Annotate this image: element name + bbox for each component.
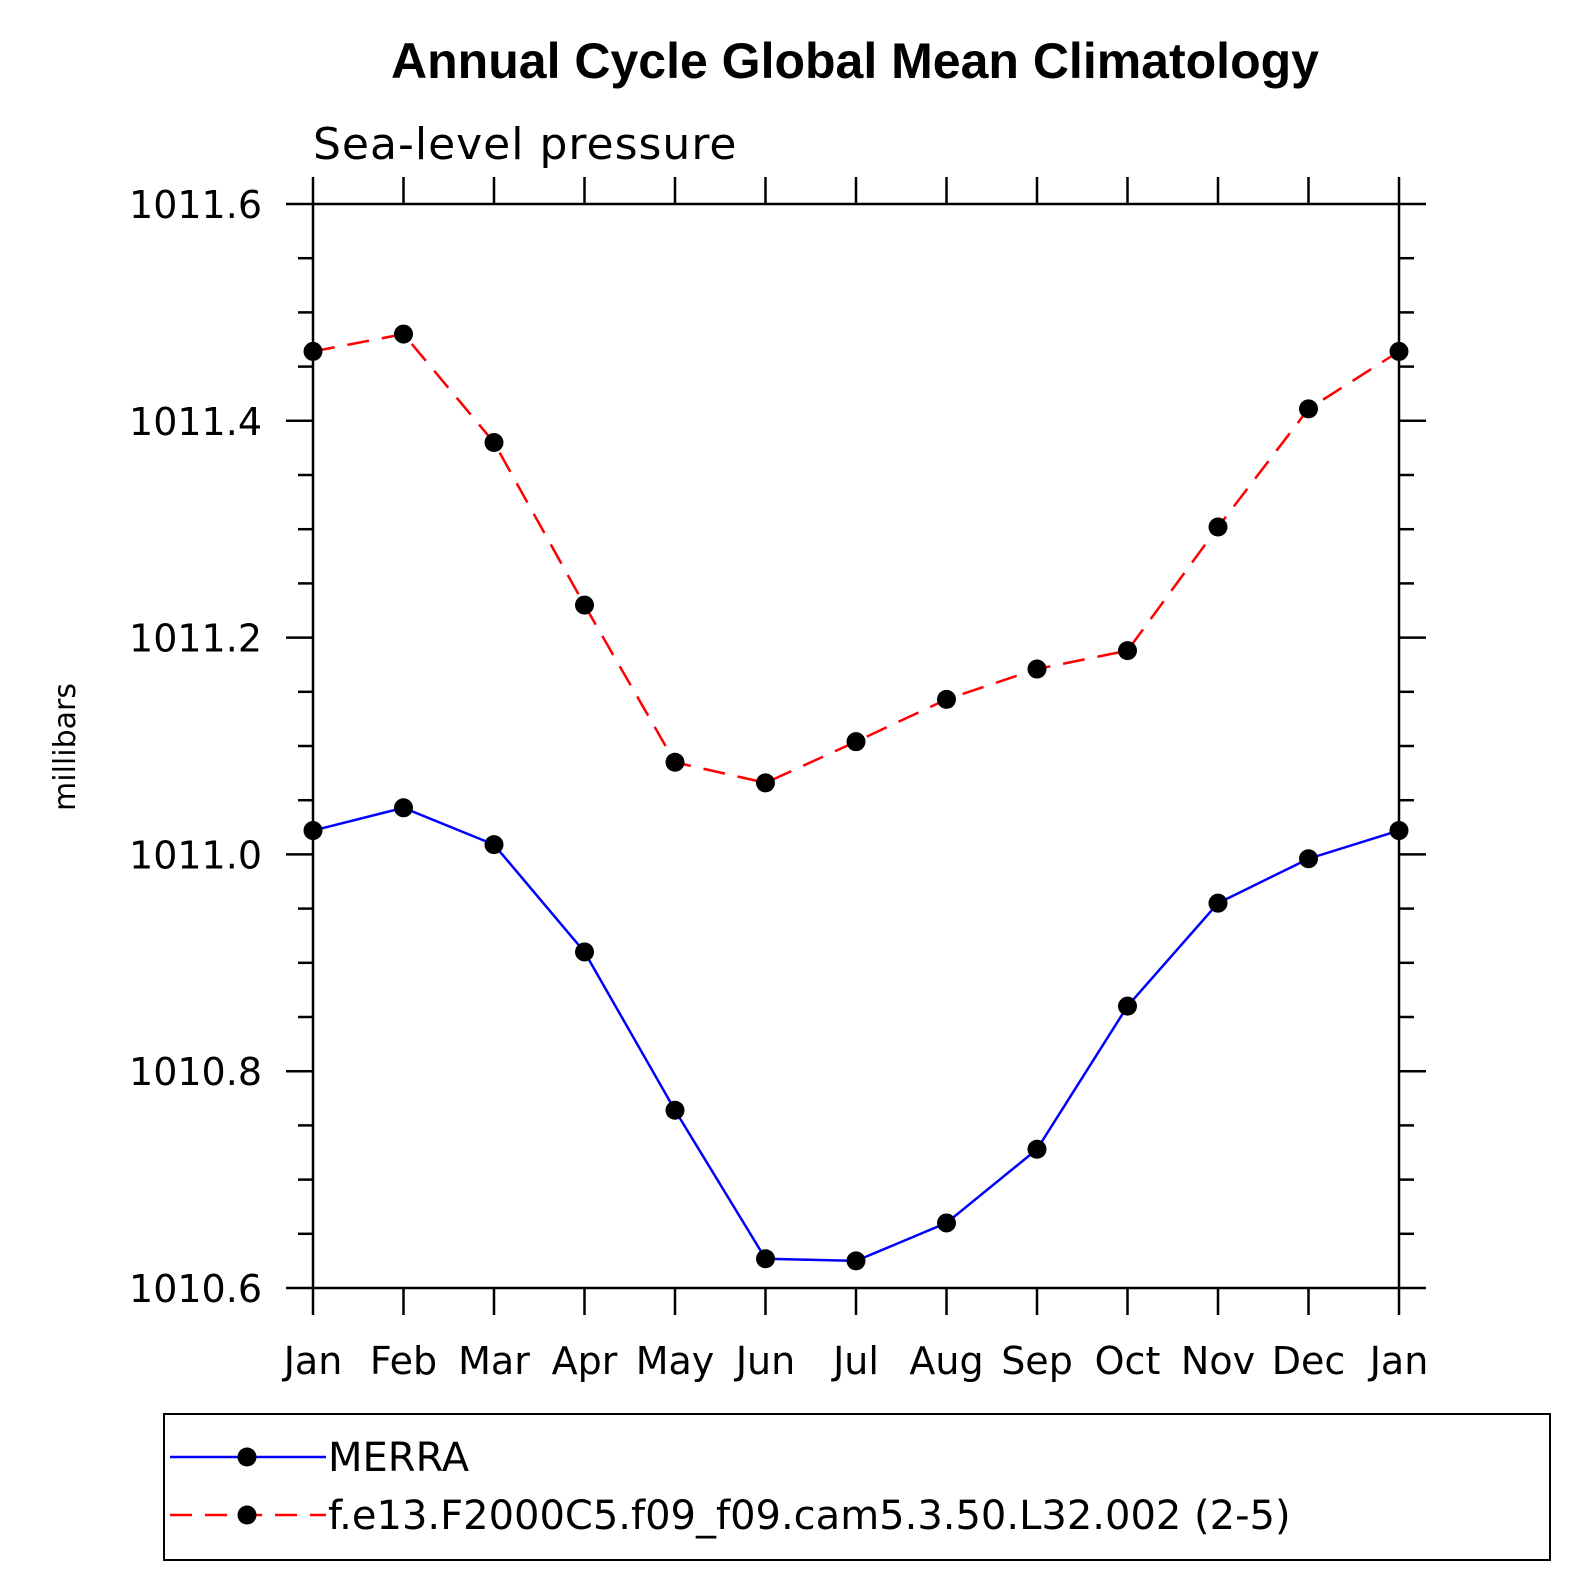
plot-markers [303, 324, 1409, 1271]
legend-label-1: MERRA [328, 1435, 470, 1481]
series-2-point [1299, 399, 1318, 419]
series-1-point [846, 1251, 866, 1271]
x-tick-labels: Jan Feb Mar Apr May Jun Jul Aug Sep Oct Nov Dec Jan [282, 1339, 1429, 1383]
series-2-point [1208, 517, 1228, 537]
legend-items: MERRA f.e13.F2000C5.f09_f09.cam5.3.50.L32… [170, 1435, 1291, 1539]
series-2-point [756, 773, 775, 793]
x-tick-label: May [636, 1339, 715, 1383]
y-tick-label: 1011.0 [129, 833, 262, 877]
x-tick-label: Mar [458, 1339, 530, 1383]
series-2-point [575, 595, 594, 615]
y-tick-label: 1011.2 [129, 617, 262, 661]
series-2-point [1118, 641, 1137, 661]
series-line-1 [312, 806, 1400, 1263]
x-tick-label: Jan [1368, 1339, 1429, 1383]
series-1-point [1118, 996, 1137, 1016]
legend-marker-1 [237, 1447, 257, 1467]
chart-subtitle: Sea-level pressure [313, 119, 738, 170]
series-1-point [575, 942, 594, 962]
y-axis-label: millibars [48, 683, 83, 811]
series-2-point [484, 432, 504, 452]
y-tick-labels: 1010.6 1010.8 1011.0 1011.2 1011.4 1011.6 [129, 183, 262, 1311]
y-tick-label: 1010.6 [129, 1267, 262, 1311]
series-1-point [394, 798, 413, 818]
x-tick-label: Dec [1272, 1339, 1346, 1383]
series-2-point [1027, 659, 1047, 679]
legend: MERRA f.e13.F2000C5.f09_f09.cam5.3.50.L32… [163, 1413, 1551, 1561]
series-1-point [665, 1100, 685, 1120]
x-tick-label: Sep [1001, 1339, 1073, 1383]
x-tick-label: Jul [831, 1339, 879, 1383]
series-2-point [665, 752, 685, 772]
series-1-point [1027, 1139, 1047, 1159]
y-tick-label: 1010.8 [129, 1050, 262, 1094]
x-tick-label: Nov [1181, 1339, 1255, 1383]
series-1-point [484, 835, 504, 855]
plot-lines [312, 332, 1400, 1263]
axis-ticks [286, 177, 1426, 1315]
series-line-2 [312, 332, 1400, 785]
series-1-point [1299, 849, 1318, 869]
chart-title: Annual Cycle Global Mean Climatology [391, 33, 1319, 89]
x-tick-label: Aug [909, 1339, 983, 1383]
x-tick-label: Apr [552, 1339, 618, 1383]
legend-box [163, 1413, 1551, 1561]
series-2-point [846, 732, 866, 752]
y-tick-label: 1011.6 [129, 183, 262, 227]
x-tick-label: Oct [1095, 1339, 1161, 1383]
series-2-point [937, 689, 956, 709]
y-tick-label: 1011.4 [129, 400, 262, 444]
series-2-point [394, 324, 413, 344]
x-tick-label: Feb [370, 1339, 437, 1383]
legend-marker-2 [237, 1505, 257, 1525]
legend-label-2: f.e13.F2000C5.f09_f09.cam5.3.50.L32.002 … [328, 1493, 1291, 1539]
series-1-point [756, 1249, 775, 1269]
series-1-point [1208, 893, 1228, 913]
x-tick-label: Jun [734, 1339, 795, 1383]
series-1-point [937, 1213, 956, 1233]
x-tick-label: Jan [282, 1339, 343, 1383]
